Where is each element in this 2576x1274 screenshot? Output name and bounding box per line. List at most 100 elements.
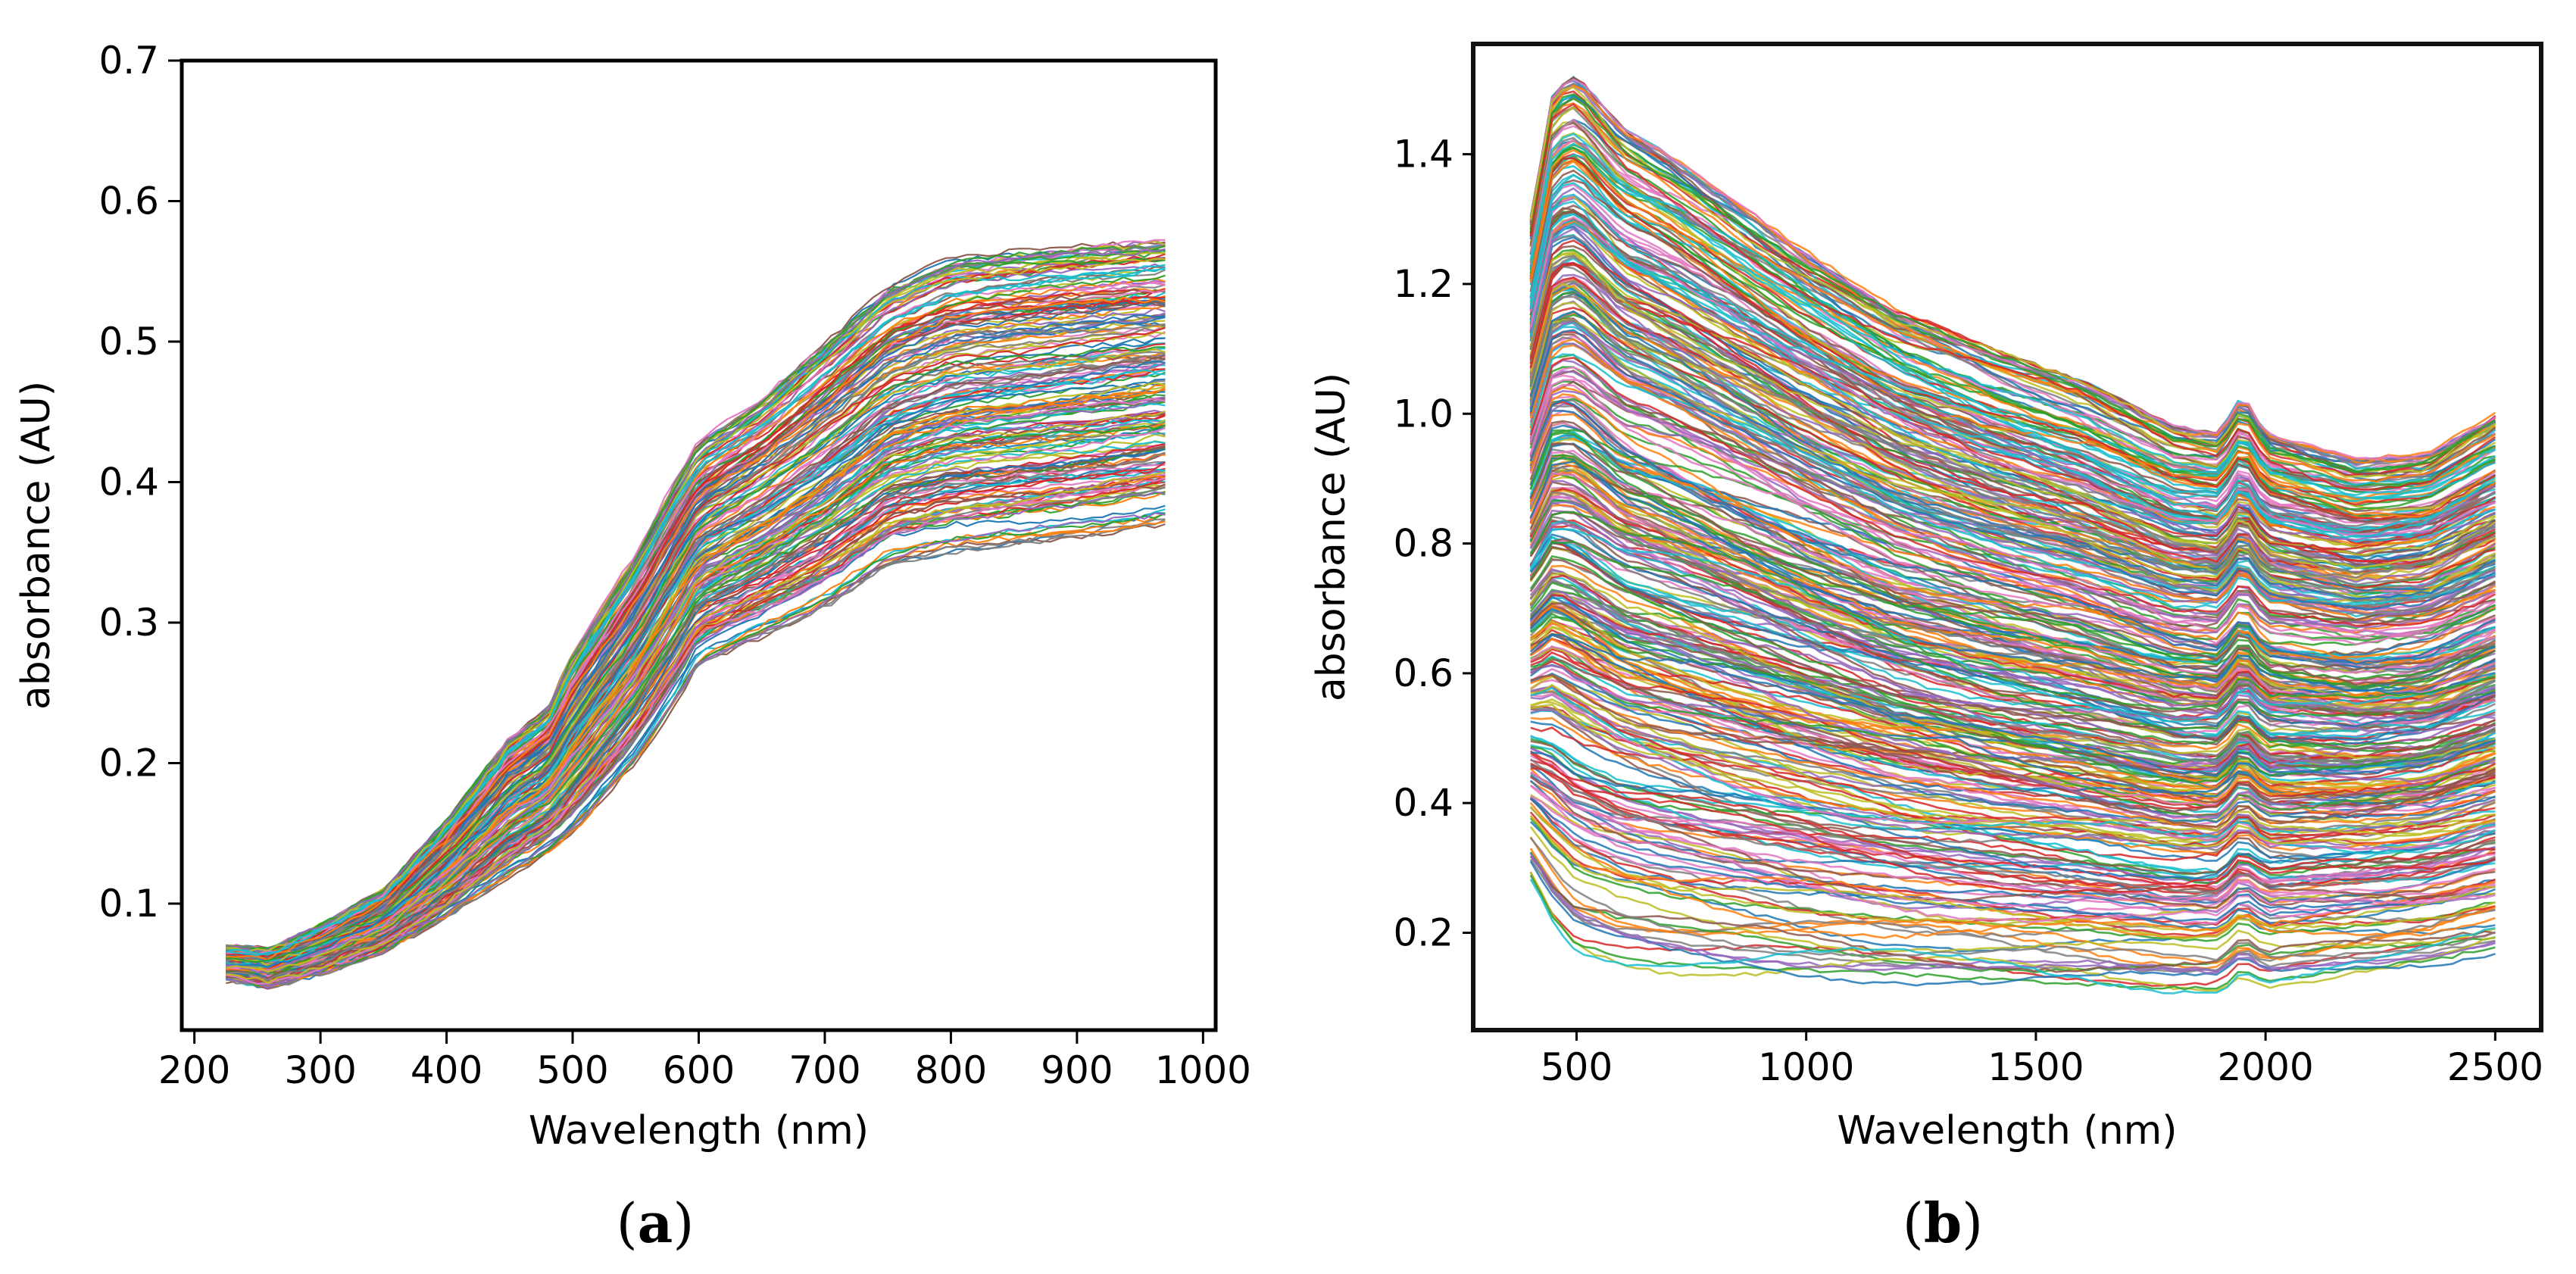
series-line bbox=[225, 356, 1166, 967]
y-tick-label: 0.3 bbox=[98, 601, 159, 645]
series-line bbox=[1529, 374, 2496, 646]
x-axis-label-a: Wavelength (nm) bbox=[529, 1108, 869, 1154]
series-line bbox=[1529, 520, 2496, 729]
series-line bbox=[1529, 522, 2496, 734]
series-line bbox=[1529, 169, 2496, 523]
series-line bbox=[1529, 160, 2496, 501]
y-tick-label: 0.8 bbox=[1393, 522, 1453, 566]
series-line bbox=[1529, 488, 2496, 707]
series-line bbox=[226, 448, 1166, 979]
x-axis-ticks-b: 500 1000 1500 2000 2500 bbox=[1541, 1030, 2543, 1089]
series-line bbox=[1529, 239, 2496, 564]
series-line bbox=[1529, 801, 2496, 939]
x-tick-label: 1500 bbox=[1987, 1045, 2084, 1089]
series-line bbox=[1529, 491, 2496, 713]
series-line bbox=[1529, 795, 2496, 925]
y-tick-label: 0.7 bbox=[98, 39, 159, 83]
series-line bbox=[1529, 449, 2496, 676]
caption-letter-b: b bbox=[1924, 1191, 1962, 1255]
series-line bbox=[1529, 501, 2496, 712]
series-line bbox=[1529, 252, 2496, 570]
series-line bbox=[226, 478, 1166, 985]
series-line bbox=[1529, 370, 2496, 629]
series-line bbox=[1529, 492, 2496, 726]
series-line bbox=[1529, 572, 2496, 760]
series-line bbox=[1529, 541, 2496, 731]
series-line bbox=[226, 331, 1166, 966]
series-line bbox=[226, 512, 1166, 989]
panel-caption-b: (b) bbox=[1903, 1191, 1984, 1255]
series-line bbox=[1529, 227, 2496, 542]
series-line bbox=[1530, 651, 2496, 810]
x-tick-label: 1000 bbox=[1758, 1045, 1854, 1089]
series-line bbox=[1529, 466, 2496, 714]
series-line bbox=[1529, 595, 2496, 777]
series-line bbox=[1529, 213, 2496, 543]
caption-close-paren-b: ) bbox=[1962, 1191, 1983, 1255]
series-line bbox=[1529, 470, 2496, 697]
series-line bbox=[1529, 310, 2496, 594]
y-tick-label: 0.6 bbox=[1393, 651, 1453, 695]
y-tick-label: 0.4 bbox=[1393, 781, 1453, 825]
series-line bbox=[1529, 356, 2496, 627]
series-line bbox=[226, 386, 1166, 971]
series-line bbox=[1529, 420, 2496, 686]
series-line bbox=[1529, 284, 2496, 592]
series-line bbox=[1529, 432, 2496, 690]
series-line bbox=[226, 267, 1166, 957]
series-line bbox=[1530, 767, 2496, 894]
series-line bbox=[1529, 101, 2496, 483]
series-line bbox=[226, 424, 1166, 975]
series-line bbox=[1530, 672, 2496, 823]
series-line bbox=[226, 410, 1166, 973]
series-line bbox=[1529, 261, 2496, 583]
series-line bbox=[1530, 686, 2496, 855]
series-line bbox=[1530, 612, 2496, 785]
series-line bbox=[226, 491, 1166, 986]
series-line bbox=[226, 477, 1166, 985]
x-tick-label: 500 bbox=[536, 1048, 608, 1092]
caption-open-paren-a: ( bbox=[617, 1191, 638, 1255]
series-line bbox=[1529, 102, 2496, 491]
x-tick-label: 1000 bbox=[1155, 1048, 1251, 1092]
series-line bbox=[1529, 251, 2496, 556]
series-line bbox=[226, 424, 1166, 976]
x-tick-label: 500 bbox=[1541, 1045, 1613, 1089]
series-line bbox=[226, 409, 1166, 973]
series-line bbox=[1529, 261, 2496, 566]
series-line bbox=[1529, 133, 2496, 496]
plot-frame-b bbox=[1471, 42, 2543, 1032]
series-line bbox=[1529, 815, 2496, 940]
series-line bbox=[1529, 157, 2496, 511]
series-line bbox=[1529, 536, 2496, 738]
series-line bbox=[226, 427, 1166, 977]
series-line bbox=[1529, 779, 2496, 913]
series-line bbox=[226, 346, 1166, 963]
series-line bbox=[1529, 97, 2496, 474]
y-tick-label: 0.6 bbox=[98, 180, 159, 223]
x-tick-label: 700 bbox=[788, 1048, 860, 1092]
series-line bbox=[1530, 674, 2496, 832]
caption-open-paren-b: ( bbox=[1903, 1191, 1924, 1255]
chart-panel-a: 200 300 400 500 600 700 800 900 1000 0.10.20.30.… bbox=[14, 39, 1251, 1255]
series-line bbox=[1530, 685, 2496, 836]
series-line bbox=[1529, 86, 2496, 479]
series-line bbox=[1530, 656, 2496, 818]
series-line bbox=[1529, 796, 2496, 922]
series-line bbox=[1529, 546, 2496, 751]
series-line bbox=[1529, 879, 2496, 995]
chart-panel-b: 500 1000 1500 2000 2500 0.2 0.4 0.6 0.8 1.0 1.2 1.… bbox=[1309, 42, 2543, 1255]
series-line bbox=[226, 358, 1166, 965]
series-line bbox=[1529, 820, 2496, 953]
x-axis-label-b: Wavelength (nm) bbox=[1837, 1108, 2177, 1154]
series-line bbox=[1529, 254, 2496, 575]
caption-letter-a: a bbox=[638, 1191, 673, 1255]
series-line bbox=[1530, 726, 2496, 861]
series-lines-a bbox=[225, 239, 1166, 990]
series-line bbox=[1529, 511, 2496, 710]
series-line bbox=[1529, 399, 2496, 674]
series-line bbox=[1529, 148, 2496, 518]
series-line bbox=[1530, 759, 2496, 887]
series-line bbox=[1530, 758, 2496, 894]
